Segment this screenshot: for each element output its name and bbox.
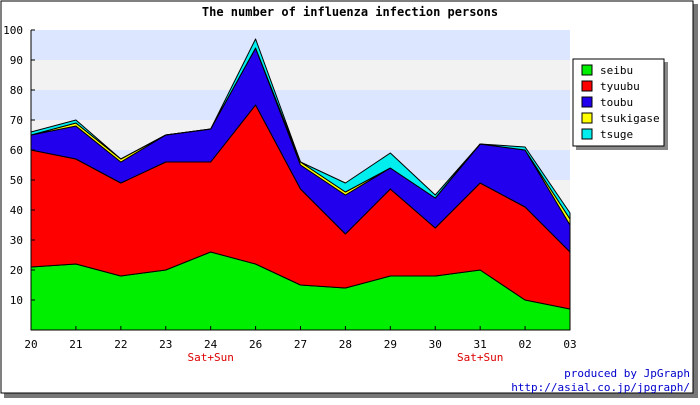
y-tick-label: 20 <box>10 264 23 277</box>
legend-label: tsukigase <box>600 112 660 125</box>
legend-swatch <box>581 96 593 108</box>
footer-url: http://asial.co.jp/jpgraph/ <box>511 381 690 394</box>
y-tick-label: 100 <box>3 24 23 37</box>
chart-title: The number of influenza infection person… <box>202 5 498 19</box>
x-tick-label: 28 <box>339 338 352 351</box>
x-tick-note: Sat+Sun <box>187 351 233 364</box>
y-tick-label: 30 <box>10 234 23 247</box>
x-axis: 20 21 22 23 24 26 27 28 29 30 31 02 03 Sat+Sun Sat+Sun <box>24 326 577 364</box>
y-tick-label: 40 <box>10 204 23 217</box>
x-tick-label: 03 <box>563 338 576 351</box>
x-tick-label: 31 <box>474 338 487 351</box>
area-tsuge <box>30 38 571 220</box>
x-tick-label: 21 <box>69 338 82 351</box>
y-tick-label: 60 <box>10 144 23 157</box>
legend-label: toubu <box>600 96 633 109</box>
footer-credit: produced by JpGraph <box>564 367 690 380</box>
legend-swatch <box>581 128 593 140</box>
x-tick-label: 30 <box>429 338 442 351</box>
grid-band <box>31 30 570 60</box>
grid-band <box>31 60 570 90</box>
legend: seibu tyuubu toubu tsukigase tsuge <box>572 58 668 150</box>
x-tick-label: 20 <box>24 338 37 351</box>
legend-swatch <box>581 112 593 124</box>
x-tick-label: 29 <box>384 338 397 351</box>
y-tick-label: 50 <box>10 174 23 187</box>
x-tick-label: 27 <box>294 338 307 351</box>
y-tick-label: 70 <box>10 114 23 127</box>
legend-label: tyuubu <box>600 80 640 93</box>
x-tick-label: 24 <box>204 338 218 351</box>
y-tick-label: 10 <box>10 294 23 307</box>
x-tick-label: 23 <box>159 338 172 351</box>
area-layers <box>30 38 571 331</box>
x-tick-label: 22 <box>114 338 127 351</box>
grid-band <box>31 90 570 120</box>
y-tick-label: 90 <box>10 54 23 67</box>
x-tick-note: Sat+Sun <box>457 351 503 364</box>
y-axis: 10 20 30 40 50 60 70 80 90 100 <box>3 24 35 330</box>
legend-swatch <box>581 80 593 92</box>
x-tick-label: 26 <box>249 338 262 351</box>
legend-swatch <box>581 64 593 76</box>
y-tick-label: 80 <box>10 84 23 97</box>
x-tick-label: 02 <box>518 338 531 351</box>
legend-label: tsuge <box>600 128 633 141</box>
legend-label: seibu <box>600 64 633 77</box>
